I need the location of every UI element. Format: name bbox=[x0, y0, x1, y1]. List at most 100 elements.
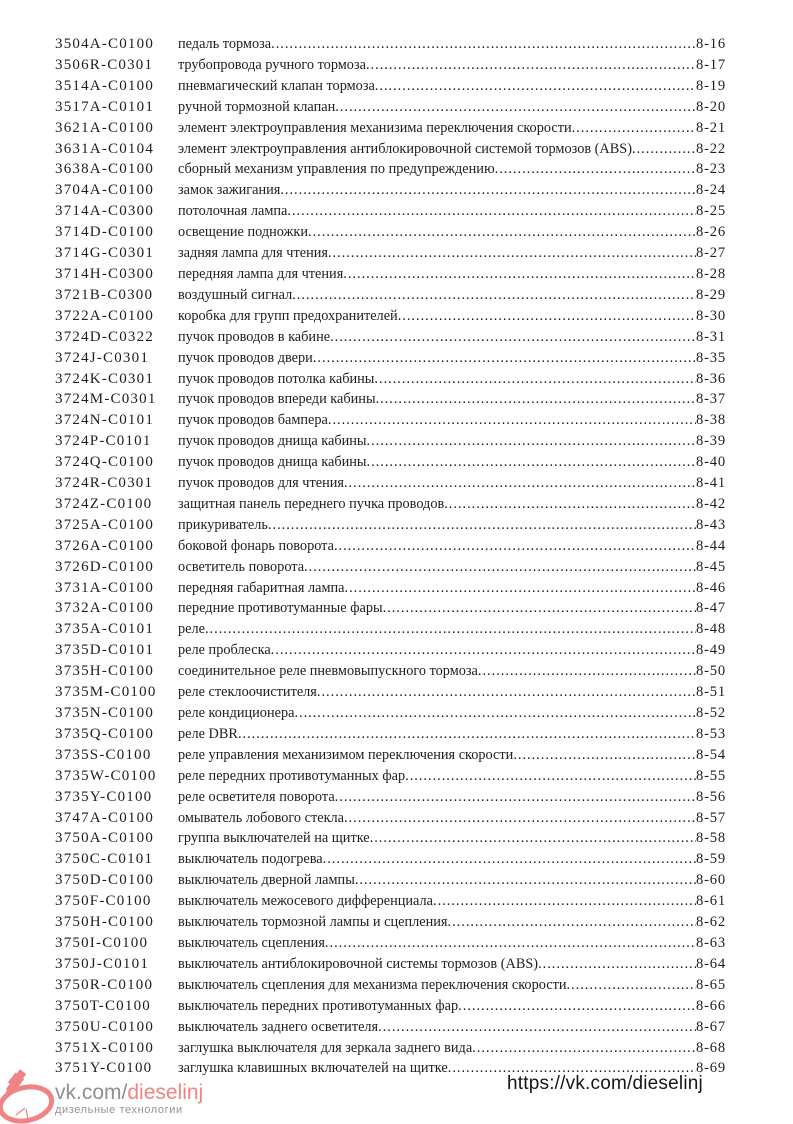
dot-leader bbox=[317, 684, 696, 701]
dot-leader bbox=[328, 245, 696, 262]
entry-page: 8-22 bbox=[696, 140, 726, 157]
dot-leader bbox=[458, 998, 696, 1015]
entry-title: элемент электроуправления механизима пер… bbox=[178, 119, 572, 136]
entry-title: выключатель передних противотуманных фар bbox=[178, 997, 459, 1014]
toc-row: 3621A-C0100 элемент электроуправления ме… bbox=[55, 120, 726, 141]
part-code: 3750H-C0100 bbox=[55, 914, 155, 931]
toc-row: 3514A-C0100 пневмагический клапан тормоз… bbox=[55, 78, 726, 99]
toc-row: 3750I-C0100 выключатель сцепления 8-63 bbox=[55, 935, 726, 956]
dot-leader bbox=[323, 851, 696, 868]
entry-title: выключатель межосевого дифференциала bbox=[178, 893, 433, 910]
part-code: 3721B-C0300 bbox=[55, 286, 154, 303]
entry-page: 8-20 bbox=[696, 98, 726, 115]
dot-leader bbox=[304, 559, 696, 576]
part-code: 3751Y-C0100 bbox=[55, 1060, 153, 1077]
toc-row: 3724R-C0301 пучок проводов для чтения 8-… bbox=[55, 475, 726, 496]
entry-title: передняя лампа для чтения bbox=[178, 265, 344, 282]
toc-row: 3750F-C0100 выключатель межосевого диффе… bbox=[55, 893, 726, 914]
entry-title: реле стеклоочистителя bbox=[178, 684, 317, 701]
part-code: 3704A-C0100 bbox=[55, 182, 155, 199]
part-code: 3714D-C0100 bbox=[55, 224, 155, 241]
part-code: 3724J-C0301 bbox=[55, 349, 150, 366]
part-code: 3735D-C0101 bbox=[55, 642, 155, 659]
part-code: 3735M-C0100 bbox=[55, 684, 157, 701]
entry-page: 8-21 bbox=[696, 119, 726, 136]
dot-leader bbox=[344, 810, 696, 827]
toc-row: 3750R-C0100 выключатель сцепления для ме… bbox=[55, 977, 726, 998]
toc-row: 3735W-C0100 реле передних противотуманны… bbox=[55, 768, 726, 789]
entry-title: педаль тормоза bbox=[178, 36, 272, 52]
entry-page: 8-43 bbox=[696, 516, 726, 533]
part-code: 3735A-C0101 bbox=[55, 621, 155, 638]
dot-leader bbox=[405, 768, 696, 785]
entry-page: 8-61 bbox=[696, 893, 726, 910]
part-code: 3750C-C0101 bbox=[55, 851, 154, 868]
entry-page: 8-51 bbox=[696, 684, 726, 701]
entry-title: реле управления механизимом переключения… bbox=[178, 746, 514, 763]
entry-title: пучок проводов для чтения bbox=[178, 475, 344, 492]
dot-leader bbox=[330, 329, 696, 346]
toc-list: 3504A-C0100 педаль тормоза 8-16 3506R-C0… bbox=[55, 36, 726, 1081]
part-code: 3724Z-C0100 bbox=[55, 495, 153, 512]
entry-title: выключатель антиблокировочной системы то… bbox=[178, 955, 539, 972]
toc-row: 3724Q-C0100 пучок проводов днища кабины … bbox=[55, 454, 726, 475]
entry-page: 8-36 bbox=[696, 370, 726, 387]
entry-title: пучок проводов двери bbox=[178, 349, 313, 366]
toc-row: 3735D-C0101 реле проблеска 8-49 bbox=[55, 642, 726, 663]
dot-leader bbox=[292, 287, 696, 304]
toc-row: 3631A-C0104 элемент электроуправления ан… bbox=[55, 141, 726, 162]
part-code: 3724Q-C0100 bbox=[55, 454, 155, 471]
part-code: 3724K-C0301 bbox=[55, 370, 155, 387]
dot-leader bbox=[433, 893, 696, 910]
toc-row: 3517A-C0101 ручной тормозной клапан 8-20 bbox=[55, 99, 726, 120]
entry-page: 8-68 bbox=[696, 1039, 726, 1056]
entry-title: реле кондиционера bbox=[178, 705, 295, 721]
entry-title: защитная панель переднего пучка проводов bbox=[178, 495, 445, 512]
dot-leader bbox=[335, 99, 696, 116]
entry-title: ручной тормозной клапан bbox=[178, 98, 336, 115]
entry-title: коробка для групп предохранителей bbox=[178, 307, 398, 324]
entry-title: пучок проводов потолка кабины bbox=[178, 370, 375, 387]
part-code: 3735W-C0100 bbox=[55, 767, 157, 784]
entry-title: пучок проводов впереди кабины bbox=[178, 391, 376, 408]
dot-leader bbox=[205, 621, 696, 638]
part-code: 3750J-C0101 bbox=[55, 955, 150, 972]
entry-page: 8-42 bbox=[696, 495, 726, 512]
dot-leader bbox=[375, 78, 696, 95]
dot-leader bbox=[280, 182, 696, 199]
part-code: 3732A-C0100 bbox=[55, 600, 155, 617]
watermark-url: https://vk.com/dieselinj bbox=[507, 1073, 703, 1094]
watermark-handle-text: dieselinj bbox=[127, 1081, 204, 1104]
toc-row: 3750A-C0100 группа выключателей на щитке… bbox=[55, 830, 726, 851]
entry-title: осветитель поворота bbox=[178, 558, 305, 575]
entry-page: 8-54 bbox=[696, 746, 726, 763]
entry-page: 8-30 bbox=[696, 307, 726, 324]
toc-row: 3721B-C0300 воздушный сигнал 8-29 bbox=[55, 287, 726, 308]
toc-row: 3735S-C0100 реле управления механизимом … bbox=[55, 747, 726, 768]
toc-row: 3750D-C0100 выключатель дверной лампы 8-… bbox=[55, 872, 726, 893]
toc-row: 3735Y-C0100 реле осветителя поворота 8-5… bbox=[55, 789, 726, 810]
dot-leader bbox=[632, 141, 696, 158]
entry-title: пучок проводов днища кабины bbox=[178, 454, 367, 471]
entry-title: реле проблеска bbox=[178, 642, 271, 659]
toc-row: 3750T-C0100 выключатель передних противо… bbox=[55, 998, 726, 1019]
toc-row: 3750C-C0101 выключатель подогрева 8-59 bbox=[55, 851, 726, 872]
toc-row: 3704A-C0100 замок зажигания 8-24 bbox=[55, 182, 726, 203]
part-code: 3714A-C0300 bbox=[55, 203, 155, 220]
toc-row: 3735M-C0100 реле стеклоочистителя 8-51 bbox=[55, 684, 726, 705]
part-code: 3725A-C0100 bbox=[55, 516, 155, 533]
entry-page: 8-31 bbox=[696, 328, 726, 345]
toc-row: 3714G-C0301 задняя лампа для чтения 8-27 bbox=[55, 245, 726, 266]
entry-page: 8-41 bbox=[696, 475, 726, 492]
entry-page: 8-23 bbox=[696, 161, 726, 178]
toc-row: 3751Y-C0100 заглушка клавишных включател… bbox=[55, 1060, 726, 1081]
entry-page: 8-19 bbox=[696, 77, 726, 94]
entry-title: омыватель лобового стекла bbox=[178, 809, 344, 826]
part-code: 3735Q-C0100 bbox=[55, 725, 155, 742]
toc-row: 3725A-C0100 прикуриватель 8-43 bbox=[55, 517, 726, 538]
dot-leader bbox=[374, 371, 696, 388]
dot-leader bbox=[367, 454, 697, 471]
toc-row: 3714H-C0300 передняя лампа для чтения 8-… bbox=[55, 266, 726, 287]
part-code: 3750A-C0100 bbox=[55, 830, 155, 847]
toc-row: 3747A-C0100 омыватель лобового стекла 8-… bbox=[55, 810, 726, 831]
